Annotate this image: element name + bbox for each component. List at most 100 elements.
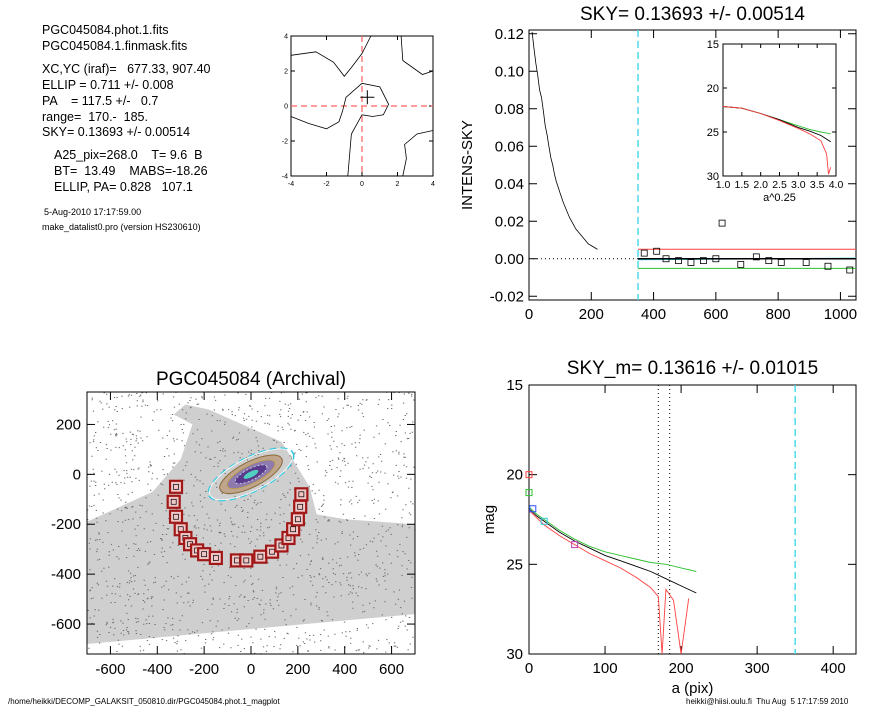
mask-box-inner xyxy=(297,503,304,510)
sky-sample-square xyxy=(802,259,810,266)
mask-box-inner xyxy=(173,483,179,490)
inset-frame xyxy=(722,43,837,177)
mag-marker xyxy=(529,505,537,513)
inset-ytick-label: 15 xyxy=(707,39,719,51)
sky-ytick-label: 0.10 xyxy=(495,63,524,80)
mag-marker xyxy=(525,471,533,479)
contour-ytick-label: 2 xyxy=(284,69,288,76)
ellip-pa-label: ELLIP, PA= 0.828 107.1 xyxy=(54,180,193,194)
contour-ytick-label: -4 xyxy=(282,174,288,181)
mask-box-inner xyxy=(243,557,250,564)
archival-ytick-label: -400 xyxy=(51,566,81,583)
sky-profile-title: SKY= 0.13693 +/- 0.00514 xyxy=(580,4,805,25)
inset-xlabel: a^0.25 xyxy=(763,192,796,204)
archival-xtick-label: 600 xyxy=(379,661,404,678)
footer-path: /home/heikki/DECOMP_GALAKSIT_050810.dir/… xyxy=(8,697,280,706)
inset-series-line xyxy=(722,106,832,175)
phot-file-label: PGC045084.phot.1.fits xyxy=(42,23,169,37)
mask-box xyxy=(294,487,309,502)
sky-sample-square xyxy=(824,262,832,270)
archival-ytick-label: 200 xyxy=(56,416,81,433)
outer-ellipse-inner xyxy=(209,448,293,501)
archival-xtick-label: -400 xyxy=(142,661,172,678)
sky-sample-square xyxy=(662,255,670,263)
a25-label: A25_pix=268.0 T= 9.6 B xyxy=(54,148,203,162)
sky-ytick-label: 0.04 xyxy=(495,176,524,193)
sky-sample-square xyxy=(687,259,695,266)
mag-xtick-label: 200 xyxy=(669,660,694,677)
mag-profile-ylabel: mag xyxy=(481,505,498,534)
sky-sample-square xyxy=(752,253,760,261)
mag-profile-frame xyxy=(528,384,857,655)
mask-box xyxy=(166,494,181,509)
footer-user: heikki@hiisi.oulu.fi Thu Aug 5 17:17:59 … xyxy=(686,697,849,706)
archival-xtick-label: -600 xyxy=(95,661,125,678)
mag-ytick-label: 15 xyxy=(506,377,523,394)
program-label: make_datalist0.pro (version HS230610) xyxy=(42,222,201,232)
contour-xtick-label: 0 xyxy=(360,181,364,188)
inset-ytick-label: 20 xyxy=(707,83,719,95)
mag-ytick-label: 20 xyxy=(506,467,523,484)
mask-box xyxy=(293,499,308,514)
sky-ytick-label: -0.02 xyxy=(490,288,524,305)
sky-ytick-label: 0.00 xyxy=(495,251,524,268)
sky-xtick-label: 400 xyxy=(641,306,666,323)
mask-box-inner xyxy=(298,491,305,498)
mag-series-line xyxy=(528,510,690,655)
sky-sample-square xyxy=(737,260,745,268)
sky-sample-square xyxy=(712,255,720,263)
archival-image-area xyxy=(87,392,415,654)
ellipticity-label: ELLIP = 0.711 +/- 0.008 xyxy=(42,78,174,92)
mag-xtick-label: 400 xyxy=(821,660,846,677)
center-coords-label: XC,YC (iraf)= 677.33, 907.40 xyxy=(42,62,211,76)
archival-ytick-label: -200 xyxy=(51,516,81,533)
contour-line xyxy=(290,35,372,77)
mag-marker xyxy=(525,489,533,497)
sky-sample-square xyxy=(765,257,773,265)
mask-box-inner xyxy=(213,555,219,561)
inset-xtick-label: 4.0 xyxy=(829,179,844,191)
date-label: 5-Aug-2010 17:17:59.00 xyxy=(44,207,142,217)
inset-xtick-label: 1.0 xyxy=(716,179,731,191)
contour-ytick-label: 4 xyxy=(284,34,288,41)
mag-profile-title: SKY_m= 0.13616 +/- 0.01015 xyxy=(567,358,818,379)
position-angle-label: PA = 117.5 +/- 0.7 xyxy=(42,94,159,108)
mag-xtick-label: 100 xyxy=(593,660,618,677)
contour-line xyxy=(290,82,390,177)
sky-sample-square xyxy=(675,257,682,265)
mask-box-inner xyxy=(257,553,264,560)
contour-xtick-label: -4 xyxy=(288,181,294,188)
sky-profile-ylabel: INTENS-SKY xyxy=(459,120,476,210)
inset-xtick-label: 2.5 xyxy=(772,179,787,191)
sky-sample-square xyxy=(777,259,785,266)
mag-series-line xyxy=(528,506,697,572)
sky-profile-frame xyxy=(528,29,857,301)
inset-ytick-label: 30 xyxy=(707,171,719,183)
sky-ytick-label: 0.12 xyxy=(495,26,524,43)
archival-xtick-label: 200 xyxy=(285,661,310,678)
mag-marker xyxy=(540,517,548,525)
inset-xtick-label: 3.0 xyxy=(791,179,806,191)
mask-box-inner xyxy=(173,513,179,520)
mask-box-inner xyxy=(170,498,177,505)
mask-box xyxy=(239,553,254,568)
mask-box-inner xyxy=(290,526,297,533)
mask-box xyxy=(197,547,212,562)
range-label: range= 170.- 185. xyxy=(42,110,148,124)
sky-sample-square xyxy=(700,257,707,265)
bt-label: BT= 13.49 MABS=-18.26 xyxy=(54,164,208,178)
sky-xtick-label: 200 xyxy=(579,306,604,323)
mask-box xyxy=(208,550,223,566)
sky-sample-square xyxy=(640,249,648,257)
inset-xtick-label: 3.5 xyxy=(810,179,825,191)
contour-line xyxy=(402,130,434,177)
mask-box-inner xyxy=(201,551,207,558)
contour-line xyxy=(400,35,434,75)
mag-ytick-label: 25 xyxy=(506,556,523,573)
sky-xtick-label: 800 xyxy=(766,306,791,323)
field-area xyxy=(87,404,415,644)
inset-xtick-label: 1.5 xyxy=(735,179,750,191)
mag-ytick-label: 30 xyxy=(506,646,523,663)
sky-sample-square xyxy=(846,266,854,274)
